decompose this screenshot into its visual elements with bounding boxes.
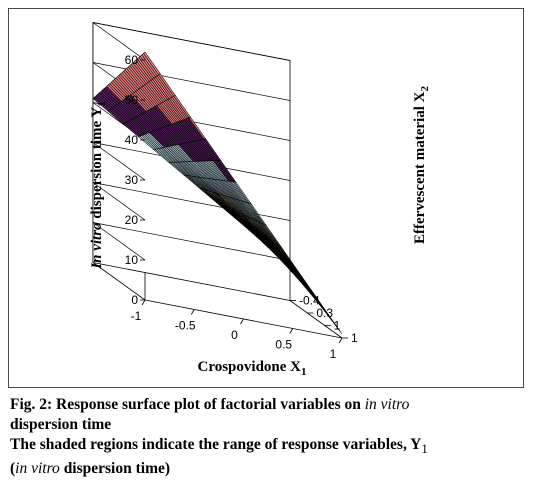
z-axis-line — [289, 300, 343, 339]
x-tick-mark — [338, 337, 343, 344]
caption-line-3: The shaded regions indicate the range of… — [10, 436, 428, 457]
x-tick-mark — [190, 309, 195, 315]
y-tick-labels: 0 10 20 30 40 50 60 — [125, 53, 145, 307]
x-tick-label: -0.5 — [175, 319, 196, 333]
z-tick-labels: -0.40.311 — [290, 294, 358, 345]
x-tick-label: 0.5 — [275, 338, 292, 352]
y-tick-label: 50 — [125, 93, 139, 107]
y-tick-label: 60 — [125, 53, 139, 67]
surface-cell — [325, 310, 343, 335]
caption-line-4: (in vitro dispersion time) — [10, 460, 171, 478]
caption-line-2: dispersion time — [10, 416, 112, 433]
x-axis-label: Crospovidone X1 — [198, 359, 307, 378]
x-tick-mark — [240, 318, 244, 325]
x-tick-label: -1 — [131, 309, 142, 323]
wall-gridline — [92, 22, 291, 61]
caption-line-1: Fig. 2: Response surface plot of factori… — [10, 396, 410, 413]
x-tick-label: 0 — [231, 328, 238, 342]
y-tick-label: 30 — [125, 173, 139, 187]
y-tick-label: 10 — [125, 253, 139, 267]
z-axis-label: Effervescent material X2 — [412, 86, 431, 244]
surface-mesh — [92, 51, 343, 335]
y-tick-label: 20 — [125, 213, 139, 227]
figure-caption: Fig. 2: Response surface plot of factori… — [10, 395, 530, 479]
z-tick-label: 0.3 — [316, 306, 333, 320]
x-tick-label: 1 — [330, 347, 337, 361]
z-tick-label: 1 — [334, 319, 341, 333]
y-axis-label: In vitro dispersion time Y1 — [89, 101, 108, 269]
surface-cell — [294, 267, 312, 291]
y-tick-label: 40 — [125, 133, 139, 147]
z-tick-label: -0.4 — [299, 294, 320, 308]
wall-gridline — [92, 222, 291, 261]
x-tick-mark — [289, 328, 294, 334]
z-tick-label: 1 — [351, 331, 358, 345]
x-tick-labels: -1 -0.5 0 0.5 1 — [131, 299, 343, 361]
y-tick-label: 0 — [131, 293, 138, 307]
x-tick-mark — [141, 299, 146, 306]
